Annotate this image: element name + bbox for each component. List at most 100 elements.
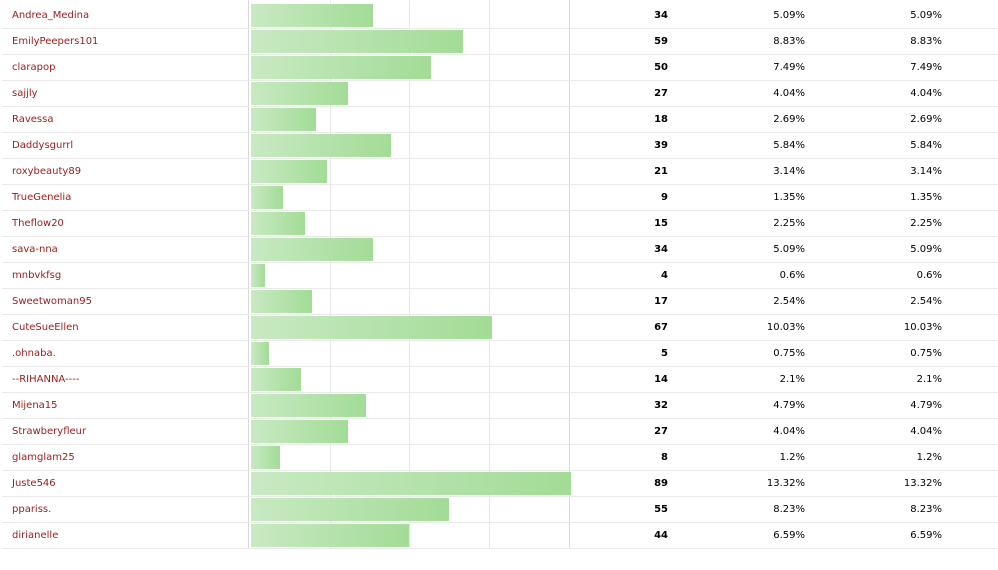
percent-total-value: 7.49% [910,62,942,73]
percent-value: 8.83% [773,36,805,47]
table-row: CuteSueEllen 67 10.03% 10.03% [2,315,998,341]
percent-value: 5.84% [773,140,805,151]
percent-total-value: 0.75% [910,348,942,359]
percent-total-value: 8.83% [910,36,942,47]
count-bar [251,498,449,521]
user-name-link[interactable]: Theflow20 [12,218,64,229]
column-divider [569,0,570,549]
count-value: 89 [654,478,668,489]
percent-value: 7.49% [773,62,805,73]
count-value: 44 [654,530,668,541]
count-value: 32 [654,400,668,411]
count-bar [251,524,409,547]
table-row: Strawberyfleur 27 4.04% 4.04% [2,419,998,445]
user-name-link[interactable]: CuteSueEllen [12,322,79,333]
percent-value: 2.1% [779,374,805,385]
count-value: 5 [661,348,668,359]
percent-total-value: 3.14% [910,166,942,177]
count-value: 15 [654,218,668,229]
table-row: sajjly 27 4.04% 4.04% [2,81,998,107]
count-bar [251,4,373,27]
count-bar [251,160,327,183]
user-name-link[interactable]: roxybeauty89 [12,166,82,177]
user-name-link[interactable]: Strawberyfleur [12,426,87,437]
table-row: .ohnaba. 5 0.75% 0.75% [2,341,998,367]
percent-total-value: 4.04% [910,88,942,99]
table-row: Andrea_Medina 34 5.09% 5.09% [2,3,998,29]
table-row: Ravessa 18 2.69% 2.69% [2,107,998,133]
count-bar [251,238,373,261]
user-name-link[interactable]: clarapop [12,62,56,73]
percent-value: 3.14% [773,166,805,177]
user-name-link[interactable]: EmilyPeepers101 [12,36,99,47]
table-row: glamglam25 8 1.2% 1.2% [2,445,998,471]
count-value: 67 [654,322,668,333]
count-bar [251,394,366,417]
percent-value: 0.75% [773,348,805,359]
count-value: 55 [654,504,668,515]
user-name-link[interactable]: ppariss. [12,504,52,515]
count-bar [251,108,316,131]
percent-total-value: 2.54% [910,296,942,307]
count-value: 27 [654,426,668,437]
count-value: 14 [654,374,668,385]
user-name-link[interactable]: dirianelle [12,530,59,541]
percent-value: 13.32% [766,478,805,489]
percent-value: 2.69% [773,114,805,125]
count-bar [251,56,431,79]
table-row: ppariss. 55 8.23% 8.23% [2,497,998,523]
percent-total-value: 2.69% [910,114,942,125]
percent-total-value: 6.59% [910,530,942,541]
user-name-link[interactable]: Andrea_Medina [12,10,90,21]
count-value: 59 [654,36,668,47]
table-row: clarapop 50 7.49% 7.49% [2,55,998,81]
table-row: EmilyPeepers101 59 8.83% 8.83% [2,29,998,55]
user-name-link[interactable]: mnbvkfsg [12,270,62,281]
count-bar [251,446,280,469]
table-row: TrueGenelia 9 1.35% 1.35% [2,185,998,211]
count-bar [251,134,391,157]
user-name-link[interactable]: Juste546 [12,478,56,489]
user-name-link[interactable]: --RIHANNA---- [12,374,80,385]
count-value: 50 [654,62,668,73]
percent-total-value: 1.35% [910,192,942,203]
percent-value: 5.09% [773,244,805,255]
count-bar [251,472,571,495]
percent-total-value: 13.32% [903,478,942,489]
percent-total-value: 1.2% [916,452,942,463]
count-value: 27 [654,88,668,99]
count-bar [251,368,301,391]
count-bar [251,342,269,365]
percent-total-value: 4.79% [910,400,942,411]
table-row: Mijena15 32 4.79% 4.79% [2,393,998,419]
user-name-link[interactable]: TrueGenelia [12,192,72,203]
user-name-link[interactable]: Ravessa [12,114,54,125]
table-row: Daddysgurrl 39 5.84% 5.84% [2,133,998,159]
percent-total-value: 0.6% [916,270,942,281]
count-bar [251,290,312,313]
user-name-link[interactable]: sava-nna [12,244,58,255]
count-bar [251,212,305,235]
table-row: --RIHANNA---- 14 2.1% 2.1% [2,367,998,393]
count-value: 8 [661,452,668,463]
count-value: 21 [654,166,668,177]
percent-total-value: 2.25% [910,218,942,229]
user-name-link[interactable]: Mijena15 [12,400,58,411]
percent-value: 10.03% [766,322,805,333]
count-bar [251,264,265,287]
count-value: 39 [654,140,668,151]
table-row: mnbvkfsg 4 0.6% 0.6% [2,263,998,289]
user-name-link[interactable]: sajjly [12,88,38,99]
percent-total-value: 5.09% [910,244,942,255]
user-name-link[interactable]: Daddysgurrl [12,140,74,151]
user-name-link[interactable]: glamglam25 [12,452,75,463]
table-row: Theflow20 15 2.25% 2.25% [2,211,998,237]
user-name-link[interactable]: .ohnaba. [12,348,56,359]
percent-value: 0.6% [779,270,805,281]
table-row: Juste546 89 13.32% 13.32% [2,471,998,497]
count-bar [251,316,492,339]
user-name-link[interactable]: Sweetwoman95 [12,296,92,307]
percent-total-value: 5.84% [910,140,942,151]
percent-value: 8.23% [773,504,805,515]
